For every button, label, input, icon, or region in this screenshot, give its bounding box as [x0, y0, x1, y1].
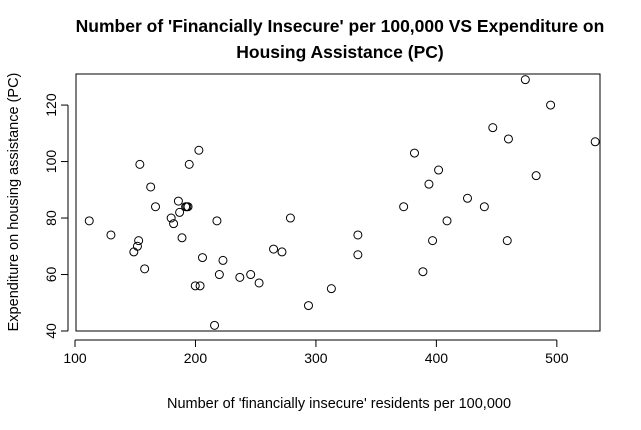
- data-point: [190, 281, 200, 291]
- data-point: [212, 216, 222, 226]
- data-point: [428, 236, 438, 246]
- data-point: [462, 193, 472, 203]
- data-point: [269, 244, 279, 254]
- data-point: [235, 272, 245, 282]
- data-point: [129, 247, 139, 257]
- data-point: [434, 165, 444, 175]
- data-point: [140, 264, 150, 274]
- data-point: [353, 230, 363, 240]
- data-point: [326, 284, 336, 294]
- data-point: [303, 301, 313, 311]
- x-tick-label: 200: [184, 350, 208, 366]
- y-tick-label: 80: [43, 210, 59, 226]
- x-tick-label: 400: [425, 350, 449, 366]
- data-point: [195, 281, 205, 291]
- data-point: [169, 219, 179, 229]
- chart-title-line-2: Housing Assistance (PC): [236, 42, 443, 62]
- data-point: [409, 148, 419, 158]
- data-point: [418, 267, 428, 277]
- data-point: [151, 202, 161, 212]
- data-point: [175, 207, 185, 217]
- data-point: [590, 137, 600, 147]
- chart-title-line-1: Number of 'Financially Insecure' per 100…: [76, 16, 605, 36]
- data-point: [146, 182, 156, 192]
- data-point: [254, 278, 264, 288]
- x-tick-label: 300: [304, 350, 328, 366]
- data-point: [353, 250, 363, 260]
- data-point: [399, 202, 409, 212]
- data-point: [285, 213, 295, 223]
- data-point: [479, 202, 489, 212]
- data-point: [197, 253, 207, 263]
- data-point: [177, 233, 187, 243]
- y-tick-label: 120: [43, 93, 59, 117]
- data-point: [546, 100, 556, 110]
- y-tick-label: 60: [43, 267, 59, 283]
- y-axis: 40 60 80 100 120: [43, 93, 69, 339]
- x-tick-label: 500: [545, 350, 569, 366]
- data-points: [84, 75, 600, 330]
- data-point: [424, 179, 434, 189]
- y-axis-label: Expenditure on housing assistance (PC): [6, 73, 22, 332]
- data-point: [183, 202, 193, 212]
- data-point: [106, 230, 116, 240]
- data-point: [184, 159, 194, 169]
- data-point: [488, 123, 498, 133]
- data-point: [277, 247, 287, 257]
- data-point: [173, 196, 183, 206]
- x-axis-label: Number of 'financially insecure' residen…: [167, 396, 511, 412]
- x-tick-label: 100: [63, 350, 87, 366]
- data-point: [502, 236, 512, 246]
- data-point: [520, 75, 530, 85]
- data-point: [166, 213, 176, 223]
- x-axis: 100 200 300 400 500: [63, 339, 569, 366]
- data-point: [135, 159, 145, 169]
- data-point: [84, 216, 94, 226]
- plot-area: [75, 73, 601, 332]
- data-point: [132, 241, 142, 251]
- data-point: [503, 134, 513, 144]
- data-point: [442, 216, 452, 226]
- y-tick-label: 100: [43, 150, 59, 174]
- data-point: [134, 236, 144, 246]
- y-tick-label: 40: [43, 323, 59, 339]
- data-point: [531, 171, 541, 181]
- data-point: [246, 270, 256, 280]
- data-point: [218, 255, 228, 265]
- data-point: [214, 270, 224, 280]
- data-point: [194, 145, 204, 155]
- data-point: [210, 320, 220, 330]
